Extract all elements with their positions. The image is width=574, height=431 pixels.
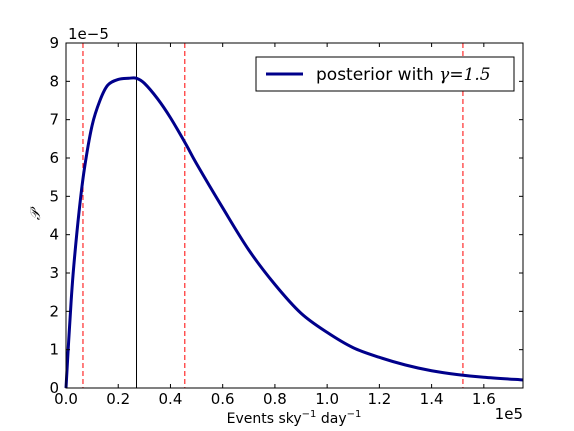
x-multiplier: 1e5 xyxy=(495,405,523,423)
legend-label: posterior with γ=1.5 xyxy=(316,65,491,85)
legend: posterior with γ=1.5 xyxy=(255,56,515,92)
x-axis-label: Events sky−1 day−1 xyxy=(227,409,362,427)
plot-layer xyxy=(64,43,524,389)
y-tick-label: 4 xyxy=(49,226,59,244)
x-tick-label: 1.4 xyxy=(420,390,444,408)
x-tick-label: 0.6 xyxy=(211,390,235,408)
x-axis-label-mid: day xyxy=(316,411,346,427)
y-multiplier: 1e−5 xyxy=(68,25,109,43)
legend-label-math: γ=1.5 xyxy=(439,65,490,85)
legend-label-text: posterior with xyxy=(316,65,439,85)
x-tick-label: 0.4 xyxy=(159,390,183,408)
x-tick-label: 1.2 xyxy=(367,390,391,408)
y-tick-label: 5 xyxy=(49,187,59,205)
x-axis-label-sup2: −1 xyxy=(347,409,362,420)
x-axis-label-sup1: −1 xyxy=(302,409,317,420)
y-tick-label: 6 xyxy=(49,149,59,167)
plot-frame xyxy=(65,42,524,389)
y-tick-label: 3 xyxy=(49,264,59,282)
y-tick-label: 8 xyxy=(49,72,59,90)
y-tick-label: 1 xyxy=(49,341,59,359)
x-tick-label: 1.0 xyxy=(315,390,339,408)
y-tick-label: 7 xyxy=(49,111,59,129)
x-tick-label: 1.6 xyxy=(472,390,496,408)
y-tick-label: 2 xyxy=(49,302,59,320)
x-tick-label: 0.8 xyxy=(263,390,287,408)
x-tick-label: 0.0 xyxy=(54,390,78,408)
y-tick-label: 0 xyxy=(49,379,59,397)
ticks-layer: 0.0 0.2 0.4 0.6 0.8 1.0 1.2 1.4 1.6 0 1 2 3 4 5 6 7 8 9 xyxy=(49,34,523,408)
x-tick-label: 0.2 xyxy=(106,390,130,408)
series-line-posterior xyxy=(64,76,524,389)
x-axis-label-text: Events sky xyxy=(227,411,302,427)
y-tick-label: 9 xyxy=(49,34,59,52)
y-axis-label: 𝒫 xyxy=(28,206,44,220)
